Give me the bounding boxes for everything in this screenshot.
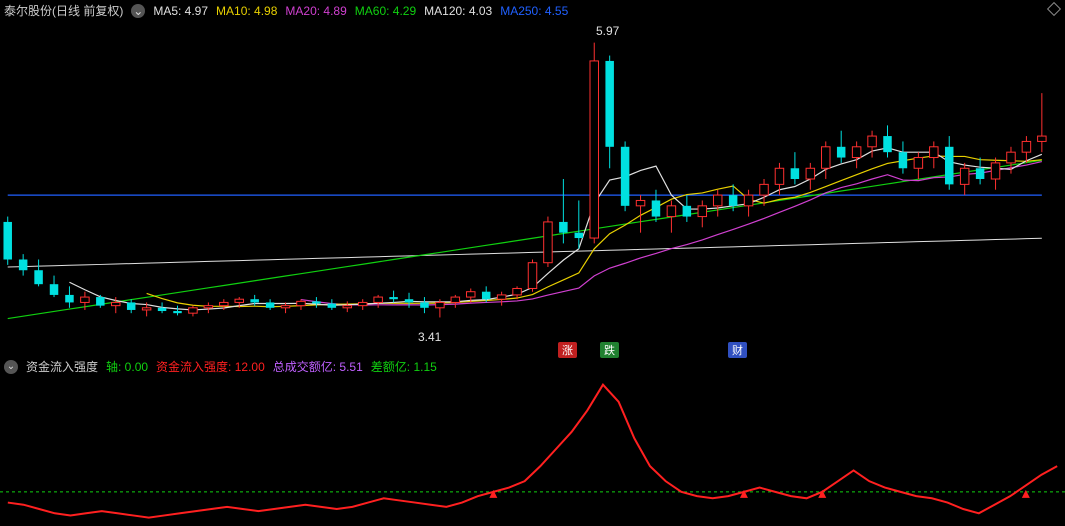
indicator-legend-item: 差额亿: 1.15 [371,360,437,374]
indicator-legend: ⌄ 资金流入强度轴: 0.00 资金流入强度: 12.00 总成交额亿: 5.51 差… [4,358,445,375]
indicator-legend-item: 总成交额亿: 5.51 [273,360,363,374]
ma-legend-item: MA5: 4.97 [153,4,208,18]
ma-legend-item: MA250: 4.55 [500,4,568,18]
price-annotation: 3.41 [418,330,441,344]
collapse-icon[interactable]: ⌄ [4,360,18,374]
chart-title: 泰尔股份(日线 前复权) [4,2,123,19]
ma-legend-item: MA10: 4.98 [216,4,277,18]
indicator-legend-item: 资金流入强度: 12.00 [156,360,265,374]
indicator-chart[interactable] [0,374,1065,524]
settings-icon[interactable] [1047,2,1061,16]
price-annotation: 5.97 [596,24,619,38]
indicator-legend-item: 资金流入强度 [26,360,98,374]
ma-legend-item: MA60: 4.29 [355,4,416,18]
ma-legend-item: MA120: 4.03 [424,4,492,18]
ma-legend-item: MA20: 4.89 [285,4,346,18]
candlestick-chart[interactable] [0,18,1065,340]
collapse-icon[interactable]: ⌄ [131,4,145,18]
indicator-legend-item: 轴: 0.00 [106,360,148,374]
marker-badge[interactable]: 跌 [600,342,619,358]
main-chart-legend: 泰尔股份(日线 前复权) ⌄ MA5: 4.97 MA10: 4.98 MA20: … [4,2,576,19]
marker-badge[interactable]: 涨 [558,342,577,358]
marker-badge[interactable]: 财 [728,342,747,358]
